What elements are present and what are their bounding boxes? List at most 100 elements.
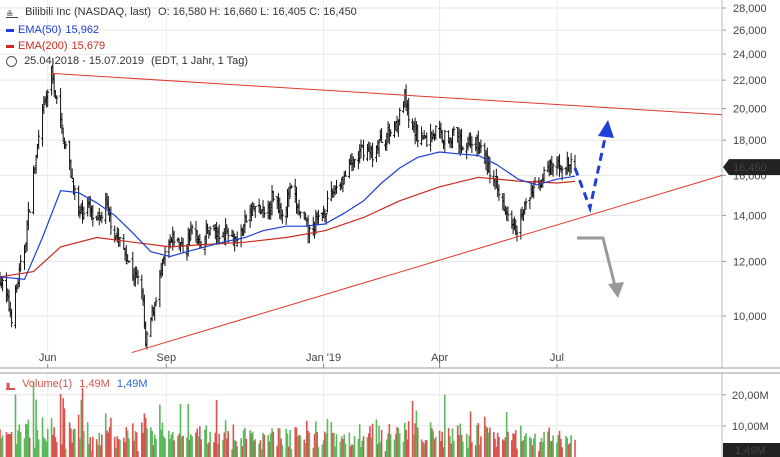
- volume-bar: [312, 447, 315, 457]
- volume-bar: [24, 423, 27, 457]
- ohlc-values: O: 16,580 H: 16,660 L: 16,405 C: 16,450: [158, 6, 357, 18]
- volume-label: Volume(1): [22, 378, 73, 390]
- volume-bar: [442, 447, 445, 457]
- volume-bar: [492, 432, 495, 457]
- last-price-tag: 16,450: [723, 159, 780, 176]
- volume-bar: [0, 438, 3, 457]
- volume-bar: [77, 414, 80, 457]
- volume-last-value: 1,49M: [735, 445, 766, 457]
- volume-bar: [458, 435, 460, 457]
- volume-bar: [543, 431, 545, 457]
- volume-bar: [378, 425, 380, 457]
- price-tick-label: 18,000: [733, 135, 767, 147]
- volume-bar: [142, 433, 144, 457]
- volume-bar: [81, 388, 84, 457]
- volume-bar: [135, 432, 138, 457]
- volume-bar: [451, 428, 454, 457]
- volume-bar: [343, 434, 346, 457]
- x-axis: Jun Sep Jan '19 Apr Jul: [39, 352, 564, 368]
- volume-bar: [233, 439, 236, 457]
- ema50-label: EMA(50): [18, 24, 62, 36]
- volume-bar: [125, 427, 128, 457]
- volume-bar: [178, 433, 181, 457]
- volume-bar: [50, 418, 53, 457]
- volume-bar: [548, 427, 551, 457]
- volume-bar: [313, 433, 316, 457]
- volume-bar: [348, 432, 351, 457]
- volume-bar: [538, 451, 540, 457]
- volume-bar: [379, 442, 382, 457]
- volume-bar: [83, 430, 85, 457]
- volume-icon: ▮: [6, 379, 15, 390]
- volume-bar: [322, 440, 325, 457]
- time-tick-label: Apr: [431, 352, 448, 364]
- time-tick-label: Jul: [550, 352, 564, 364]
- volume-last-tag-bg: [723, 443, 780, 457]
- volume-bar: [529, 436, 531, 457]
- volume-bar: [208, 442, 210, 457]
- volume-bar: [27, 419, 30, 457]
- volume-bar: [224, 420, 227, 457]
- volume-bar: [307, 430, 309, 457]
- volume-bar: [516, 448, 518, 457]
- volume-bar: [32, 381, 35, 457]
- volume-bar: [549, 441, 552, 457]
- volume-bar: [150, 427, 152, 457]
- volume-bar: [173, 440, 175, 457]
- volume-bar: [525, 433, 527, 457]
- volume-bar: [420, 439, 423, 457]
- volume-bar: [316, 432, 318, 457]
- volume-bar: [41, 417, 44, 457]
- volume-bar: [131, 423, 134, 457]
- ema200-value: 15,679: [71, 40, 106, 52]
- volume-bar: [6, 434, 9, 457]
- volume-bar: [92, 436, 94, 457]
- volume-bar: [46, 428, 49, 457]
- volume-bar: [371, 423, 374, 457]
- volume-bar: [407, 421, 410, 457]
- volume-bar: [262, 432, 264, 457]
- volume-bar: [298, 435, 300, 457]
- volume-bar: [476, 425, 478, 457]
- volume-bar: [55, 442, 58, 457]
- volume-bar: [62, 398, 64, 457]
- volume-bar: [232, 424, 235, 457]
- volume-bar: [474, 445, 477, 457]
- volume-tick-label: 10,00M: [732, 421, 769, 433]
- ema200-line: [0, 176, 576, 278]
- volume-bar: [414, 423, 416, 457]
- volume-bar: [422, 441, 424, 457]
- volume-bar: [456, 425, 459, 457]
- volume-bar: [260, 449, 263, 457]
- volume-bar: [331, 432, 334, 457]
- volume-bar: [43, 437, 45, 457]
- time-tick-label: Sep: [157, 352, 177, 364]
- volume-bar: [95, 439, 98, 457]
- volume-bar: [326, 418, 329, 457]
- volume-bar: [153, 434, 156, 457]
- volume-bar: [190, 434, 192, 457]
- volume-bar: [272, 431, 275, 457]
- volume-bar: [366, 437, 369, 457]
- volume-bar: [494, 438, 496, 457]
- volume-bar: [18, 424, 21, 457]
- date-range-legend: 25.04.2018 - 15.07.2019 (EDT, 1 Jahr, 1 …: [6, 54, 252, 68]
- volume-bar: [387, 433, 389, 457]
- volume-bar: [467, 447, 469, 457]
- volume-bar: [195, 432, 197, 457]
- volume-bar: [557, 435, 560, 457]
- volume-bar: [361, 440, 364, 457]
- volume-bar: [511, 440, 513, 457]
- volume-bar: [186, 437, 188, 457]
- volume-legend: ▮ Volume(1) 1,49M 1,49M: [6, 377, 151, 391]
- volume-bar: [63, 408, 66, 457]
- volume-bar: [17, 430, 19, 457]
- volume-bar: [200, 439, 202, 457]
- volume-bar: [141, 422, 143, 457]
- volume-bar: [188, 439, 191, 457]
- volume-bar: [357, 439, 360, 457]
- volume-bar: [434, 436, 437, 457]
- volume-bar: [164, 438, 166, 457]
- volume-value-red: 1,49M: [79, 378, 110, 390]
- volume-bar: [552, 435, 554, 457]
